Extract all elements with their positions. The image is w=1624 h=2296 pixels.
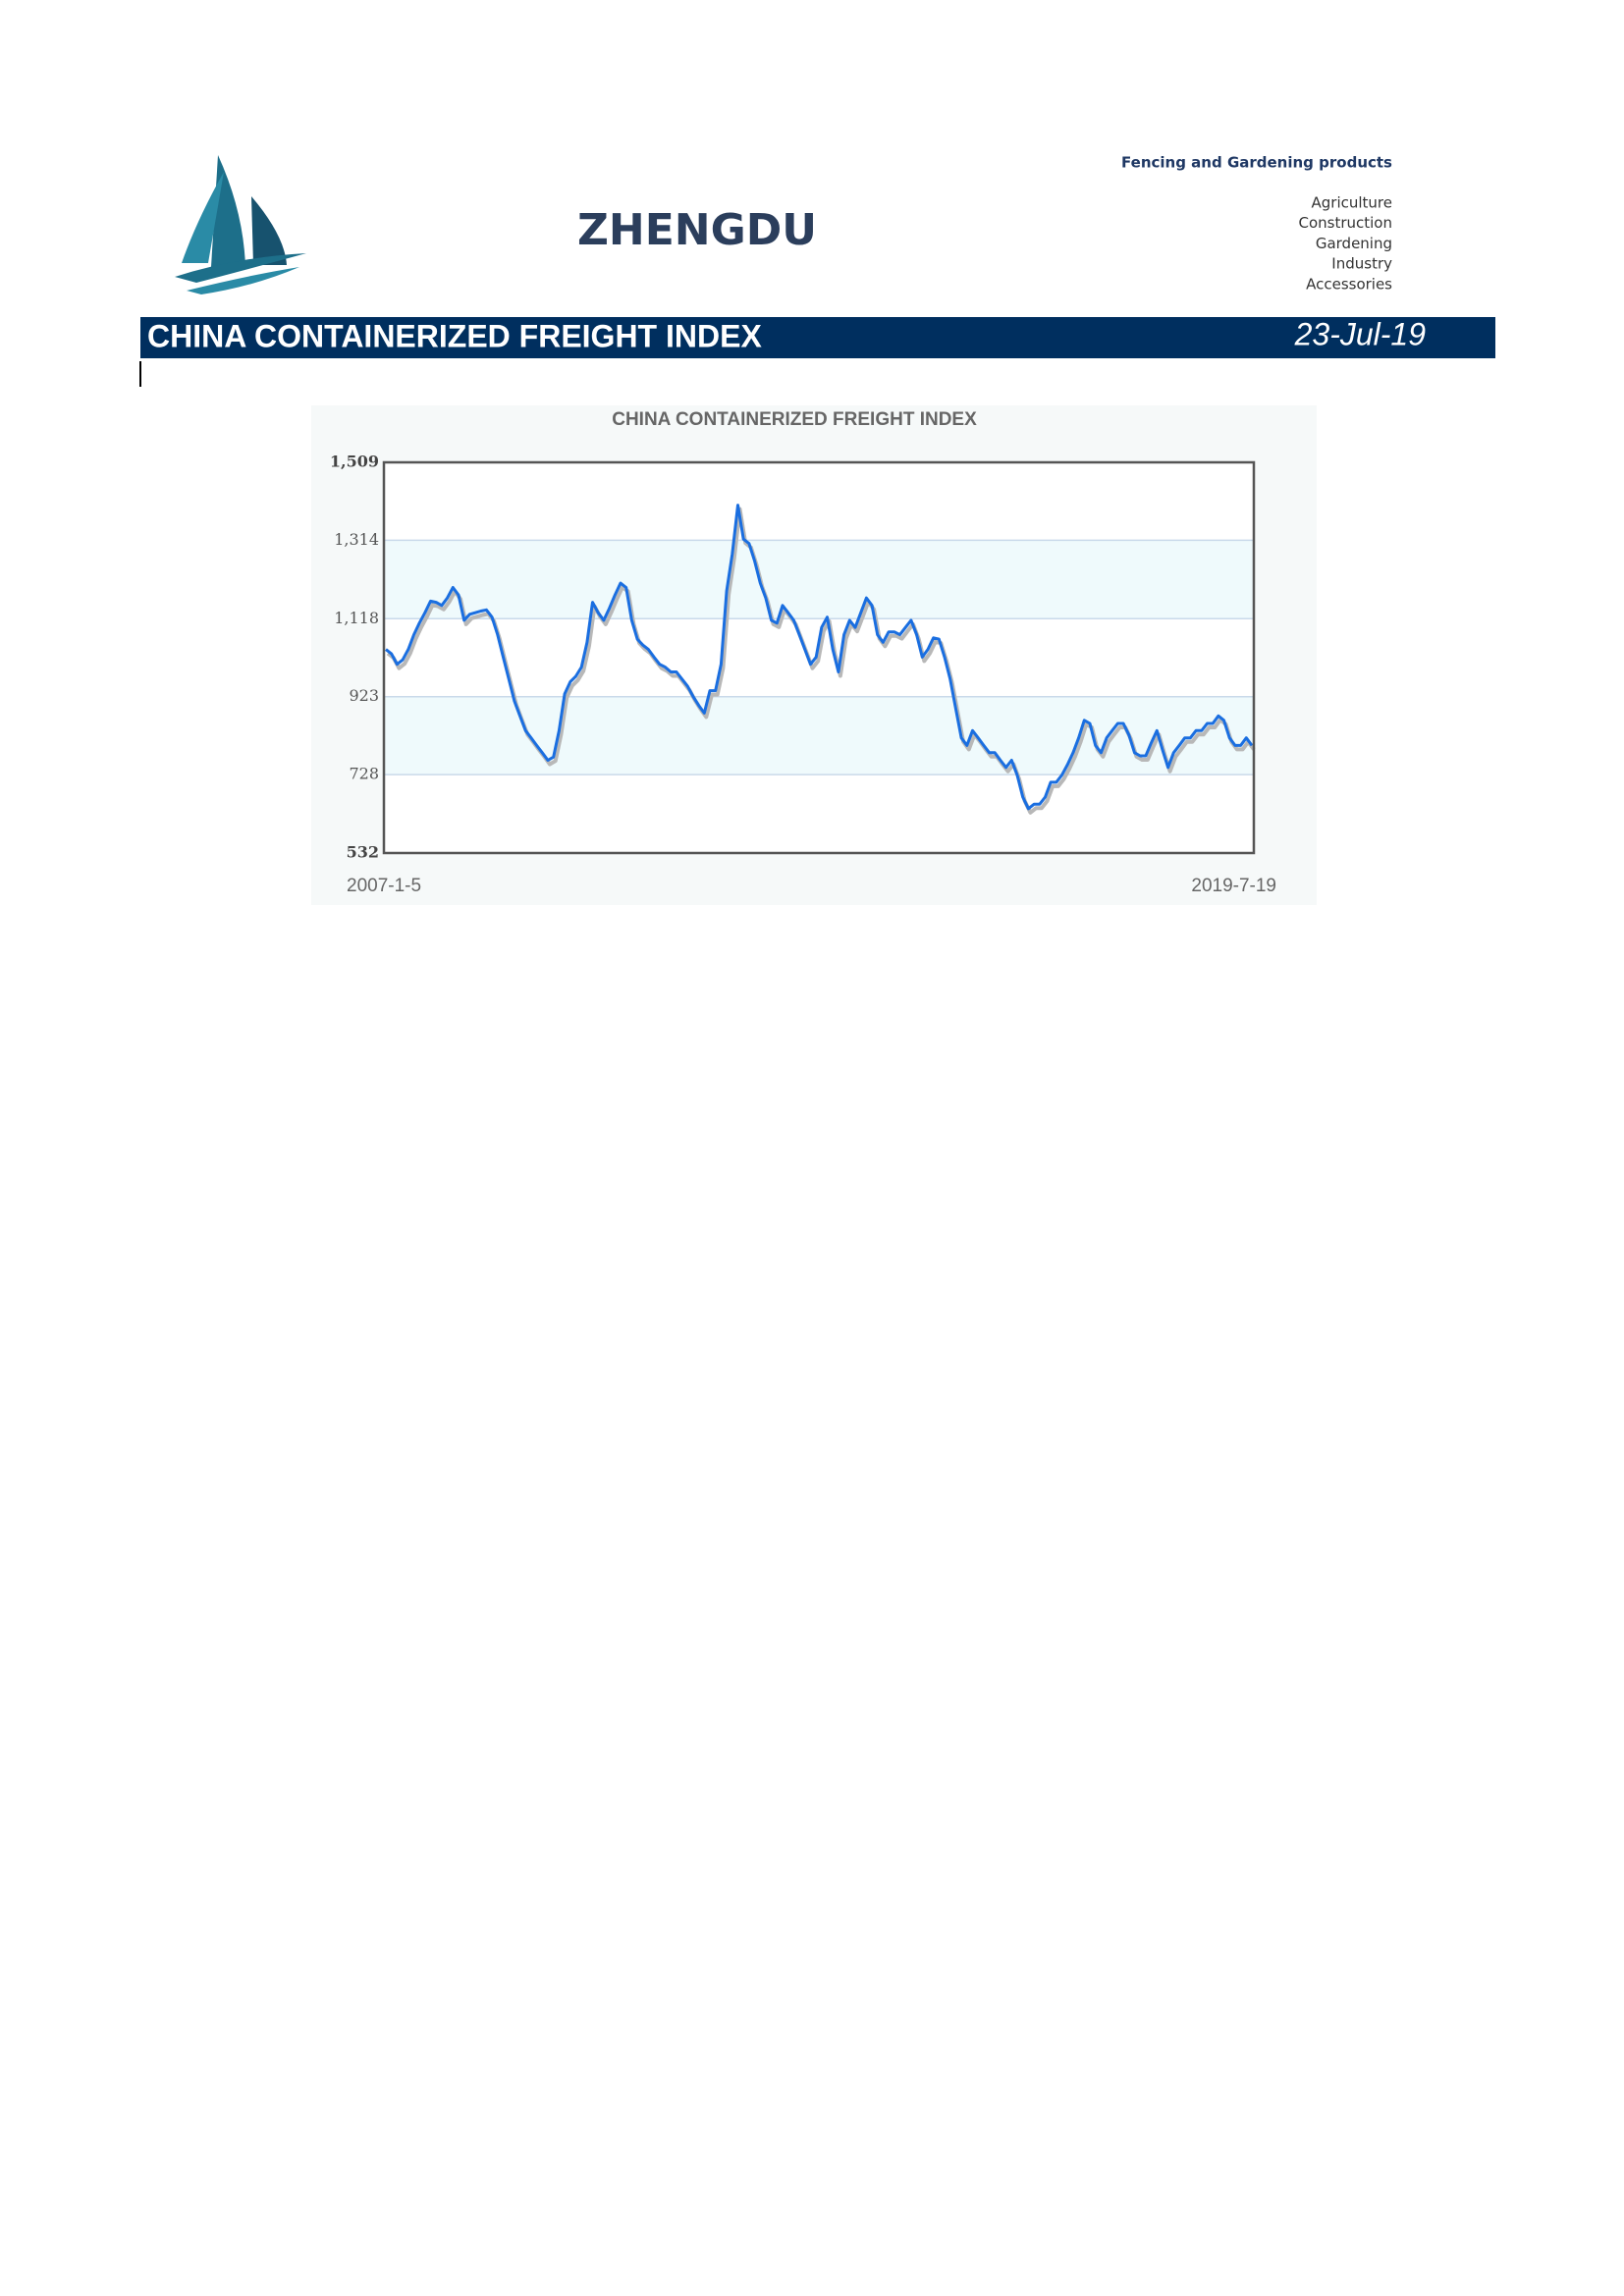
y-tick-label: 728 xyxy=(349,765,379,783)
logo xyxy=(175,155,306,294)
grid-band xyxy=(384,696,1254,775)
y-tick-label: 923 xyxy=(349,686,379,705)
banner-date: 23-Jul-19 xyxy=(1294,316,1427,351)
chart-title: CHINA CONTAINERIZED FREIGHT INDEX xyxy=(612,409,977,430)
tagline: Fencing and Gardening products xyxy=(1121,154,1392,172)
product: Construction xyxy=(1298,214,1392,232)
line xyxy=(385,504,1254,811)
grid-band xyxy=(384,540,1254,619)
x-tick-label: 2007-1-5 xyxy=(347,876,421,896)
brand: ZHENGDU xyxy=(577,205,817,255)
plot-frame xyxy=(382,460,1256,855)
y-tick-label: 1,509 xyxy=(330,453,379,471)
product: Gardening xyxy=(1316,235,1392,252)
banner xyxy=(140,317,1495,358)
y-tick-label: 1,314 xyxy=(334,530,379,549)
product: Agriculture xyxy=(1312,194,1393,212)
banner-title: CHINA CONTAINERIZED FREIGHT INDEX xyxy=(147,318,762,353)
x-tick-label: 2019-7-19 xyxy=(1191,876,1276,896)
y-tick-label: 532 xyxy=(347,843,379,862)
y-tick-label: 1,118 xyxy=(334,609,379,627)
product: Industry xyxy=(1331,255,1392,273)
product: Accessories xyxy=(1306,275,1392,293)
